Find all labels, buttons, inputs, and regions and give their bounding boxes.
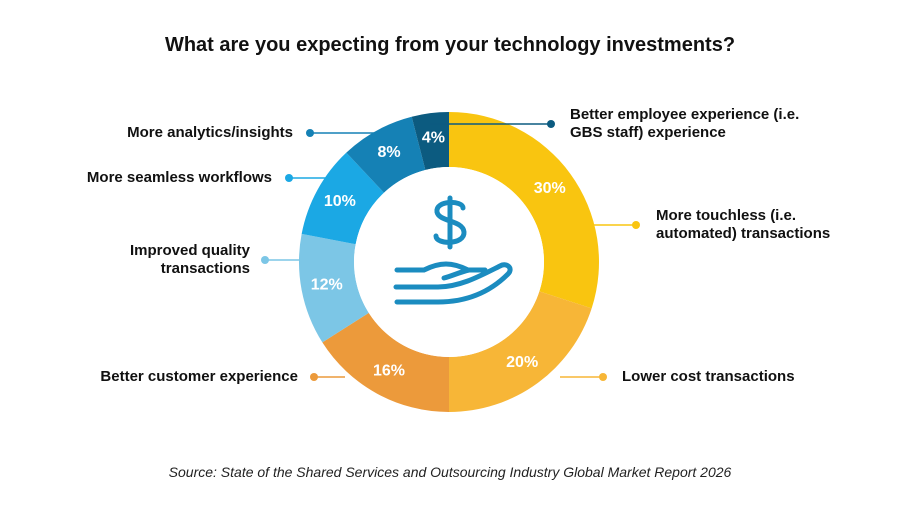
leader-dot [310, 373, 318, 381]
category-label: Better employee experience (i.e. GBS sta… [570, 106, 800, 141]
value-label: 16% [373, 362, 405, 379]
leader-dot [306, 129, 314, 137]
value-label: 20% [506, 354, 538, 371]
donut-slice [346, 116, 426, 193]
category-label: More touchless (i.e. automated) transact… [656, 207, 831, 242]
donut-slice [449, 112, 599, 309]
value-label: 30% [534, 180, 566, 197]
leader-dot [261, 256, 269, 264]
value-label: 8% [377, 144, 400, 161]
chart-title: What are you expecting from your technol… [164, 34, 736, 56]
category-label: Lower cost transactions [622, 368, 795, 385]
hand-dollar-icon [393, 195, 513, 305]
category-label: More analytics/insights [127, 124, 293, 141]
leader-dot [285, 174, 293, 182]
donut-slice [299, 233, 369, 343]
source-note: Source: State of the Shared Services and… [168, 464, 732, 480]
donut-slice [301, 152, 384, 245]
leader-dot [632, 221, 640, 229]
donut-slice [449, 291, 592, 412]
leader-dot [599, 373, 607, 381]
value-label: 12% [311, 277, 343, 294]
category-label: Improved quality transactions [129, 242, 250, 277]
category-label: Better customer experience [100, 368, 298, 385]
category-label: More seamless workflows [86, 169, 272, 186]
leader-dot [547, 120, 555, 128]
value-label: 4% [422, 130, 445, 147]
donut-slice [411, 112, 449, 170]
donut-slice [322, 312, 449, 413]
value-label: 10% [324, 193, 356, 210]
